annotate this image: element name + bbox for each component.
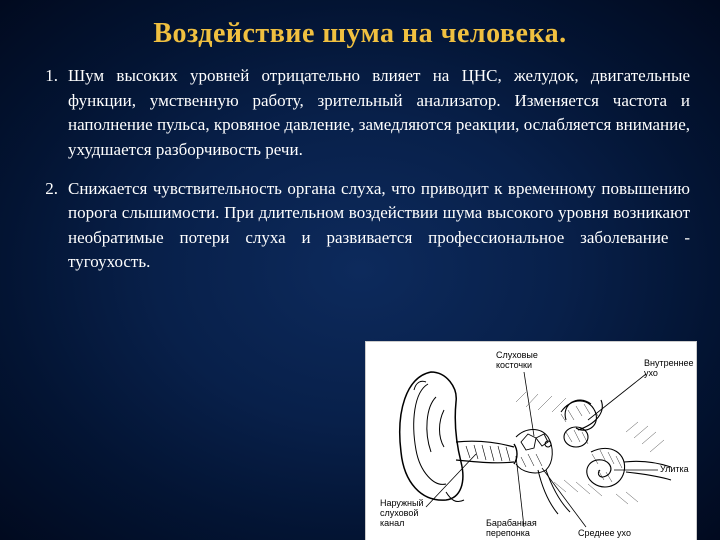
ear-diagram: Слуховыекосточки Внутреннееухо Улитка Ср… — [366, 342, 696, 540]
slide: Воздействие шума на человека. Шум высоки… — [0, 0, 720, 540]
label-middle-ear: Среднее ухо — [578, 528, 631, 538]
list-item: Шум высоких уровней отрицательно влияет … — [40, 64, 690, 163]
list-item: Снижается чувствительность органа слуха,… — [40, 177, 690, 276]
label-eardrum: Барабаннаяперепонка — [486, 518, 537, 538]
slide-title: Воздействие шума на человека. — [30, 18, 690, 50]
label-ossicles: Слуховыекосточки — [496, 350, 538, 370]
points-list: Шум высоких уровней отрицательно влияет … — [30, 64, 690, 275]
label-cochlea: Улитка — [660, 464, 689, 474]
ear-anatomy-svg: Слуховыекосточки Внутреннееухо Улитка Ср… — [366, 342, 696, 540]
